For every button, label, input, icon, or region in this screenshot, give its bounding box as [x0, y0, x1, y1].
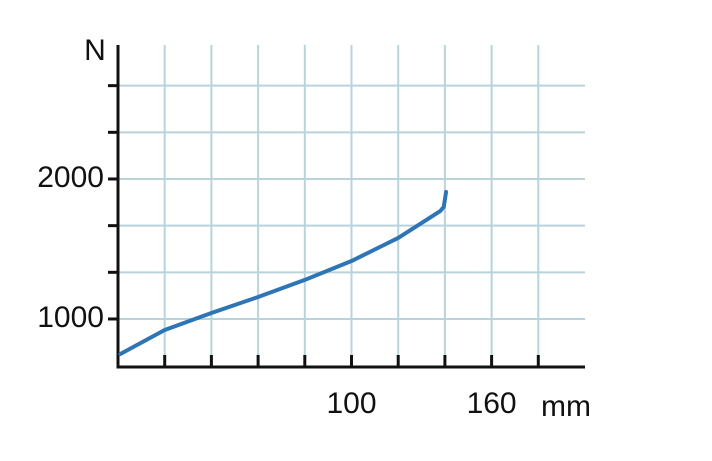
- x-tick-label: 100: [326, 387, 376, 420]
- y-axis-label: N: [84, 34, 106, 67]
- x-tick-label: 160: [467, 387, 517, 420]
- data-line: [118, 190, 449, 356]
- y-tick-label: 2000: [37, 161, 104, 194]
- x-axis-label: mm: [541, 390, 591, 423]
- y-tick-label: 1000: [37, 301, 104, 334]
